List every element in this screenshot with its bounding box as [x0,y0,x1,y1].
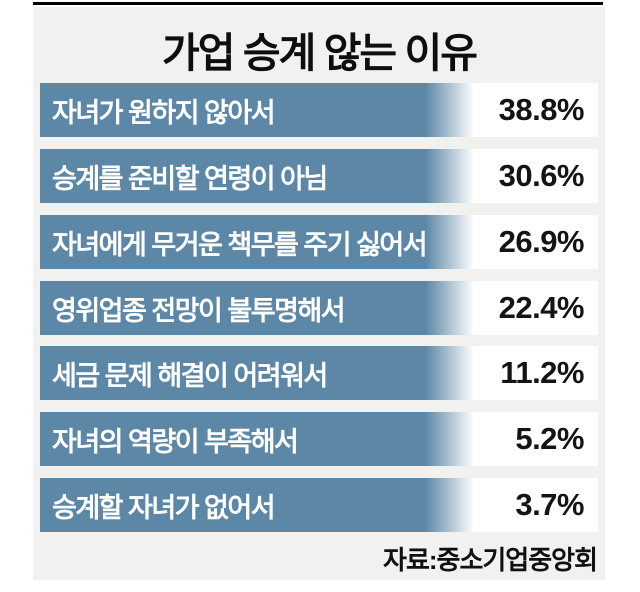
top-rule [33,2,603,5]
value-label: 38.8% [498,92,585,127]
bar-label: 승계할 자녀가 없어서 [52,492,276,523]
source-note: 자료:중소기업중앙회 [383,545,598,575]
value-label: 3.7% [515,487,584,522]
bar-row: 승계를 준비할 연령이 아님 30.6% [40,149,598,203]
bar-label: 자녀에게 무거운 책무를 주기 싫어서 [52,229,428,260]
bar-row: 승계할 자녀가 없어서 3.7% [40,478,598,532]
value-box: 30.6% [473,149,598,203]
bar: 영위업종 전망이 불투명해서 [40,281,473,335]
value-box: 26.9% [473,215,598,269]
bar-row: 세금 문제 해결이 어려워서 11.2% [40,346,598,400]
value-box: 22.4% [473,281,598,335]
bar-label: 자녀의 역량이 부족해서 [52,426,299,457]
chart-panel: 가업 승계 않는 이유 자녀가 원하지 않아서 38.8% 승계를 준비할 연령… [33,7,605,580]
value-label: 30.6% [498,158,585,193]
bar-row: 자녀가 원하지 않아서 38.8% [40,83,598,137]
bar-row: 자녀에게 무거운 책무를 주기 싫어서 26.9% [40,215,598,269]
bar-label: 승계를 준비할 연령이 아님 [52,163,328,194]
bar: 자녀가 원하지 않아서 [40,83,473,137]
bar: 세금 문제 해결이 어려워서 [40,346,473,400]
value-box: 38.8% [473,83,598,137]
bar: 승계를 준비할 연령이 아님 [40,149,473,203]
bar-label: 세금 문제 해결이 어려워서 [52,360,328,391]
value-box: 11.2% [473,346,598,400]
bar: 자녀에게 무거운 책무를 주기 싫어서 [40,215,473,269]
bar-row: 자녀의 역량이 부족해서 5.2% [40,412,598,466]
value-label: 26.9% [498,224,585,259]
bar: 자녀의 역량이 부족해서 [40,412,473,466]
value-label: 5.2% [515,421,584,456]
chart-title: 가업 승계 않는 이유 [162,30,478,76]
bar-label: 영위업종 전망이 불투명해서 [52,295,346,326]
value-box: 5.2% [473,412,598,466]
bar-row: 영위업종 전망이 불투명해서 22.4% [40,281,598,335]
value-box: 3.7% [473,478,598,532]
value-label: 11.2% [500,355,584,390]
bar-label: 자녀가 원하지 않아서 [52,97,276,128]
value-label: 22.4% [498,290,585,325]
bar: 승계할 자녀가 없어서 [40,478,473,532]
